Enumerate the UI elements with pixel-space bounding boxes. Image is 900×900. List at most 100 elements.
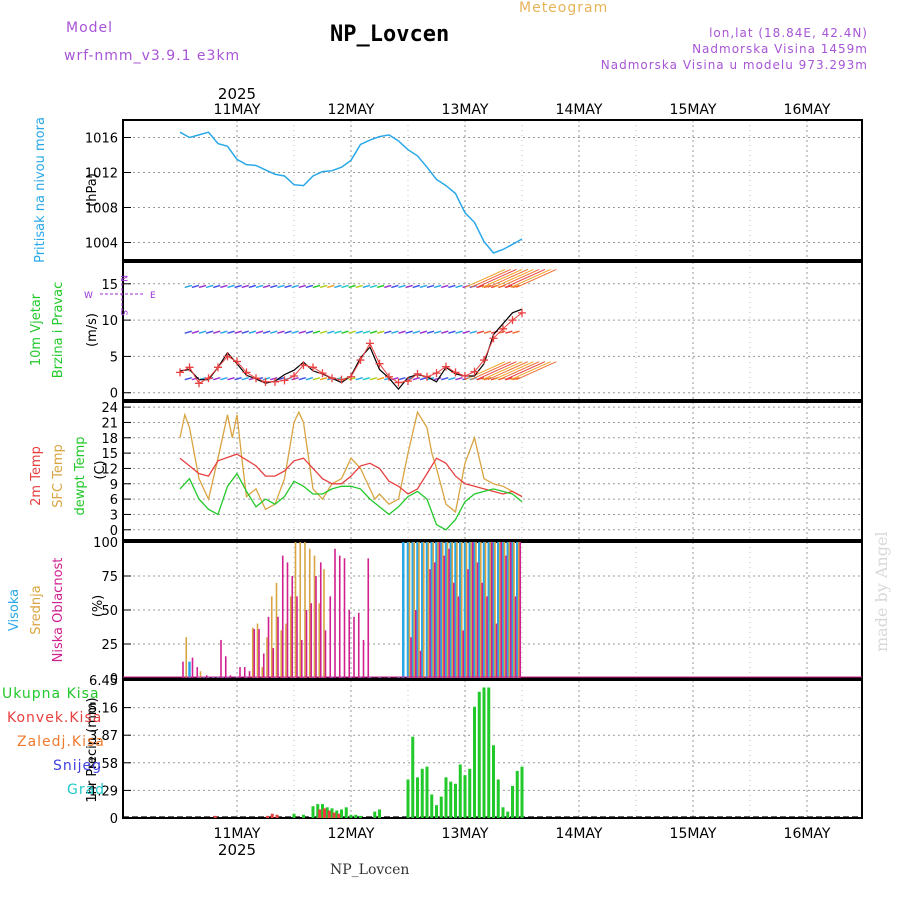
y-tick-label: 50 (101, 604, 118, 619)
precip-bar-0 (482, 687, 486, 818)
wind-arrow (405, 284, 413, 289)
precip-bar-0 (454, 783, 457, 818)
wind-speed-marker (518, 308, 526, 317)
wind-arrow (441, 330, 449, 334)
temp2m-title: 2m Temp (29, 446, 44, 506)
wind-arrow (241, 376, 249, 381)
precip-bar-0 (378, 809, 381, 818)
wind-arrow (312, 284, 321, 289)
wind-barb (516, 268, 557, 288)
y-tick-label: 2.58 (89, 757, 118, 772)
wind-arrow (234, 330, 242, 334)
x-tick-label-bottom: 13MAY (442, 826, 489, 842)
wind-barb (493, 268, 534, 288)
wind-arrow (391, 330, 399, 334)
precip-bar-0 (468, 768, 472, 818)
precip-legend-4: Grad (67, 782, 105, 798)
precip-bar-0 (463, 775, 467, 818)
wind-speed-marker (451, 368, 460, 377)
precip-bar-0 (515, 770, 519, 818)
wind-arrow (369, 284, 378, 289)
y-tick-label: 0 (110, 812, 118, 827)
precip-bar-1 (266, 815, 269, 818)
wind-arrow (369, 376, 378, 381)
wind-arrow (462, 330, 470, 334)
wind-speed-marker (185, 363, 194, 372)
wind-arrow (505, 330, 513, 334)
coords-label: lon,lat (18.84E, 42.4N) (709, 26, 868, 40)
precip-bar-1 (318, 809, 322, 818)
y-tick-label: 12 (101, 462, 118, 477)
station-title: NP_Lovcen (330, 22, 450, 47)
wind-arrow (334, 330, 342, 334)
y-tick-label: 15 (101, 447, 118, 462)
x-tick-label-top: 16MAY (784, 102, 831, 118)
wind-barb (470, 268, 511, 288)
precip-bar-0 (511, 785, 514, 818)
wind-speed-marker (214, 363, 222, 372)
wind-arrow (284, 330, 292, 334)
wind-arrow (255, 330, 264, 334)
wind-arrow (227, 376, 235, 381)
year-label-top: 2025 (218, 85, 256, 103)
wind-arrow (348, 376, 356, 381)
wind-arrow (291, 284, 299, 289)
wind-speed-marker (280, 376, 289, 385)
temp2m-line (179, 453, 523, 498)
wind-arrow (455, 284, 463, 289)
low-cloud-title: Niska Oblacnost (51, 558, 66, 663)
wind-arrow (419, 284, 428, 289)
wind-arrow (391, 284, 399, 289)
wind-arrow (398, 284, 406, 289)
wind-arrow (362, 284, 371, 289)
x-tick-label-top: 14MAY (556, 102, 603, 118)
wind-arrow (305, 376, 314, 381)
wind-arrow (362, 376, 371, 381)
precip-bar-1 (213, 815, 217, 818)
wind-speed-marker (375, 359, 384, 368)
wind-arrow (398, 330, 406, 334)
wind-speed-marker (252, 374, 260, 383)
wind-barb (470, 361, 511, 381)
wind-arrow (241, 284, 249, 289)
precip-bar-0 (420, 768, 424, 818)
wind-speed-marker (508, 316, 517, 325)
wind-arrow (270, 284, 278, 289)
wind-arrow (412, 284, 420, 289)
precip-bar-0 (330, 808, 334, 818)
wind-speed-marker (204, 374, 213, 383)
wind-arrow (248, 284, 257, 289)
wind-speed-marker (195, 379, 203, 388)
wind-speed-marker (318, 369, 327, 378)
wind-speed-marker (337, 375, 346, 384)
precip-legend-3: Snijeg (53, 758, 102, 774)
precip-bar-0 (316, 804, 320, 818)
wind-arrow (348, 284, 356, 289)
wind-arrow (441, 376, 449, 381)
precip-bar-0 (411, 736, 415, 818)
wind-title-2: Brzina i Pravac (51, 282, 66, 379)
precip-bar-0 (477, 691, 481, 818)
y-tick-label: 6.45 (89, 674, 118, 689)
compass-cross (100, 278, 145, 312)
dewpt-line (179, 472, 523, 531)
model-name: wrf-nmm_v3.9.1 e3km (64, 48, 241, 64)
precip-legend-0: Ukupna Kisa (2, 686, 100, 702)
wind-arrow (376, 284, 385, 289)
wind-speed-marker (461, 372, 469, 381)
year-label-bottom: 2025 (218, 841, 256, 859)
wind-arrow (184, 330, 192, 334)
precip-bar-0 (501, 807, 505, 818)
wind-arrow (483, 376, 492, 381)
wind-arrow (384, 330, 392, 334)
wind-arrow (341, 330, 349, 334)
x-tick-label-top: 11MAY (214, 102, 261, 118)
wind-arrow (469, 330, 477, 334)
wind-barb (487, 268, 529, 288)
wind-arrow (455, 376, 463, 381)
wind-barb (481, 268, 523, 288)
precip-bar-0 (435, 805, 438, 818)
wind-arrow (433, 284, 442, 289)
y-tick-label: 1008 (85, 202, 118, 217)
wind-speed-marker (309, 363, 317, 372)
